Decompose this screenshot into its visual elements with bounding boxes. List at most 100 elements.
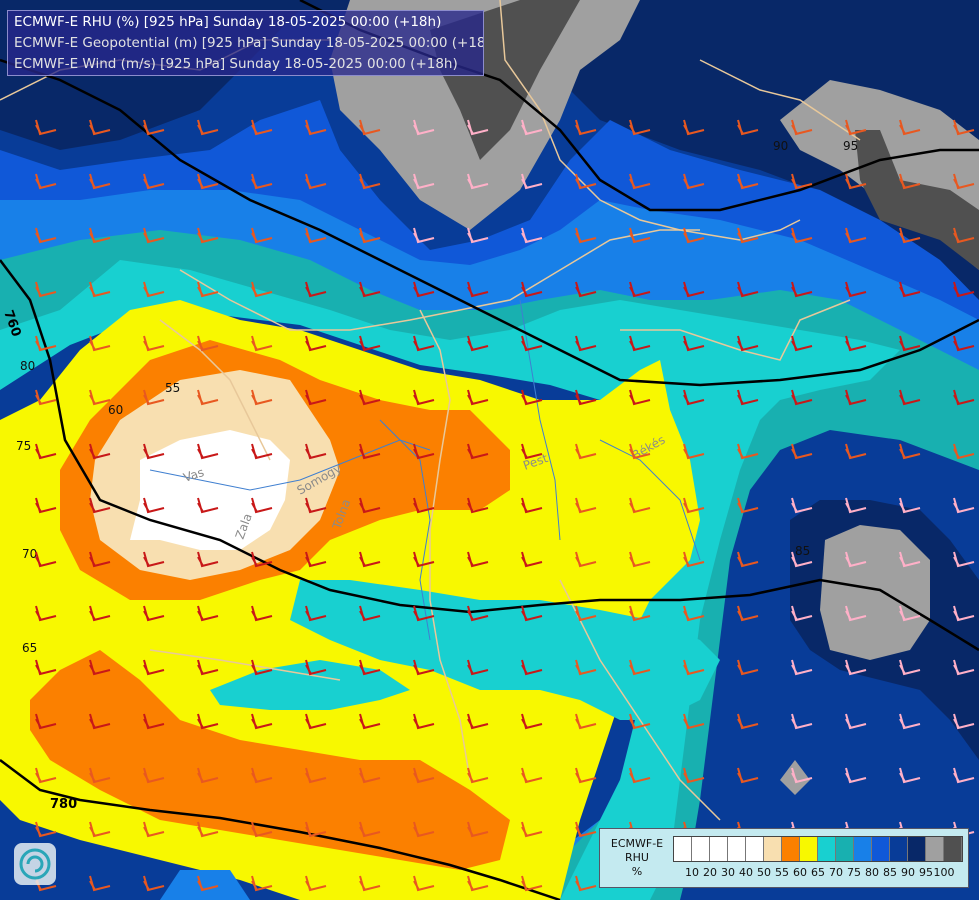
wind-barb [521,443,543,460]
wind-barb [629,335,651,352]
wind-barb [953,605,975,622]
wind-barb [89,659,111,676]
wind-barb [791,119,813,136]
wind-barb [575,875,597,892]
wind-barb [35,389,57,406]
rhu-contour-label-70: 70 [22,547,37,561]
wind-barb [143,119,165,136]
wind-barb [467,281,489,298]
wind-barb [305,875,327,892]
wind-barb [845,713,867,730]
legend-tick: 100 [933,866,955,879]
wind-barb [251,821,273,838]
wind-barb [413,821,435,838]
wind-barb [953,713,975,730]
wind-barb [143,443,165,460]
wind-barb [899,173,921,190]
wind-barb [629,659,651,676]
wind-barb [251,281,273,298]
wind-barb [359,227,381,244]
wind-barb [899,713,921,730]
wind-barb [89,281,111,298]
wind-barb [953,767,975,784]
wind-barb [629,173,651,190]
wind-barb [467,227,489,244]
legend-tick: 85 [883,866,897,879]
wind-barb [953,443,975,460]
wind-barb [845,659,867,676]
wind-barb [413,389,435,406]
wind-barb [683,389,705,406]
rhu-contour-label-60: 60 [108,403,123,417]
wind-barb [845,497,867,514]
wind-barb [251,227,273,244]
wind-barb [413,605,435,622]
wind-barb [89,767,111,784]
wind-barb [359,119,381,136]
wind-barb [899,335,921,352]
wind-barb [845,281,867,298]
wind-barb [251,551,273,568]
wind-barb [251,767,273,784]
rhu-contour-label-95: 95 [843,139,858,153]
wind-barb [953,281,975,298]
wind-barb [467,767,489,784]
wind-barb [251,875,273,892]
wind-barb [629,551,651,568]
wind-barb [413,551,435,568]
wind-barb [359,335,381,352]
geopotential-label-780: 780 [50,797,77,812]
wind-barb [467,389,489,406]
wind-barb [413,767,435,784]
wind-barb [575,821,597,838]
wind-barb [35,497,57,514]
wind-barb [143,281,165,298]
wind-barb [629,227,651,244]
wind-barb [467,875,489,892]
wind-barb [953,335,975,352]
wind-barb [413,659,435,676]
wind-barb [359,713,381,730]
wind-barb [737,335,759,352]
wind-barb [521,389,543,406]
wind-barb [629,713,651,730]
legend-tick: 60 [793,866,807,879]
wind-barb [467,821,489,838]
wind-barb [89,605,111,622]
wind-barb [575,227,597,244]
legend-swatch [908,837,926,861]
wind-barb [899,497,921,514]
legend-title-model: ECMWF-E [610,837,664,850]
wind-barb [737,119,759,136]
wind-barb [683,281,705,298]
wind-barb [197,821,219,838]
wind-barb [521,713,543,730]
wind-barb [305,659,327,676]
wind-barb [305,713,327,730]
rhu-contour-label-65: 65 [22,641,37,655]
wind-barb [35,281,57,298]
wind-barb [467,173,489,190]
wind-barb [35,119,57,136]
wind-barb [413,173,435,190]
wind-barb [197,281,219,298]
wind-barb [629,767,651,784]
wind-barb [143,767,165,784]
wind-barb [683,227,705,244]
wind-barb [359,389,381,406]
wind-barb [899,605,921,622]
legend-swatch [926,837,944,861]
wind-barb [413,875,435,892]
legend-tick: 20 [703,866,717,879]
wind-barb [35,173,57,190]
wind-barb [791,227,813,244]
rhu-contour-label-85: 85 [795,544,810,558]
wind-barb [89,497,111,514]
wind-barb [89,335,111,352]
wind-barb [737,497,759,514]
wind-barb [359,875,381,892]
legend-swatch [764,837,782,861]
legend-swatch [674,837,692,861]
wind-barb [143,551,165,568]
wind-barb [521,875,543,892]
